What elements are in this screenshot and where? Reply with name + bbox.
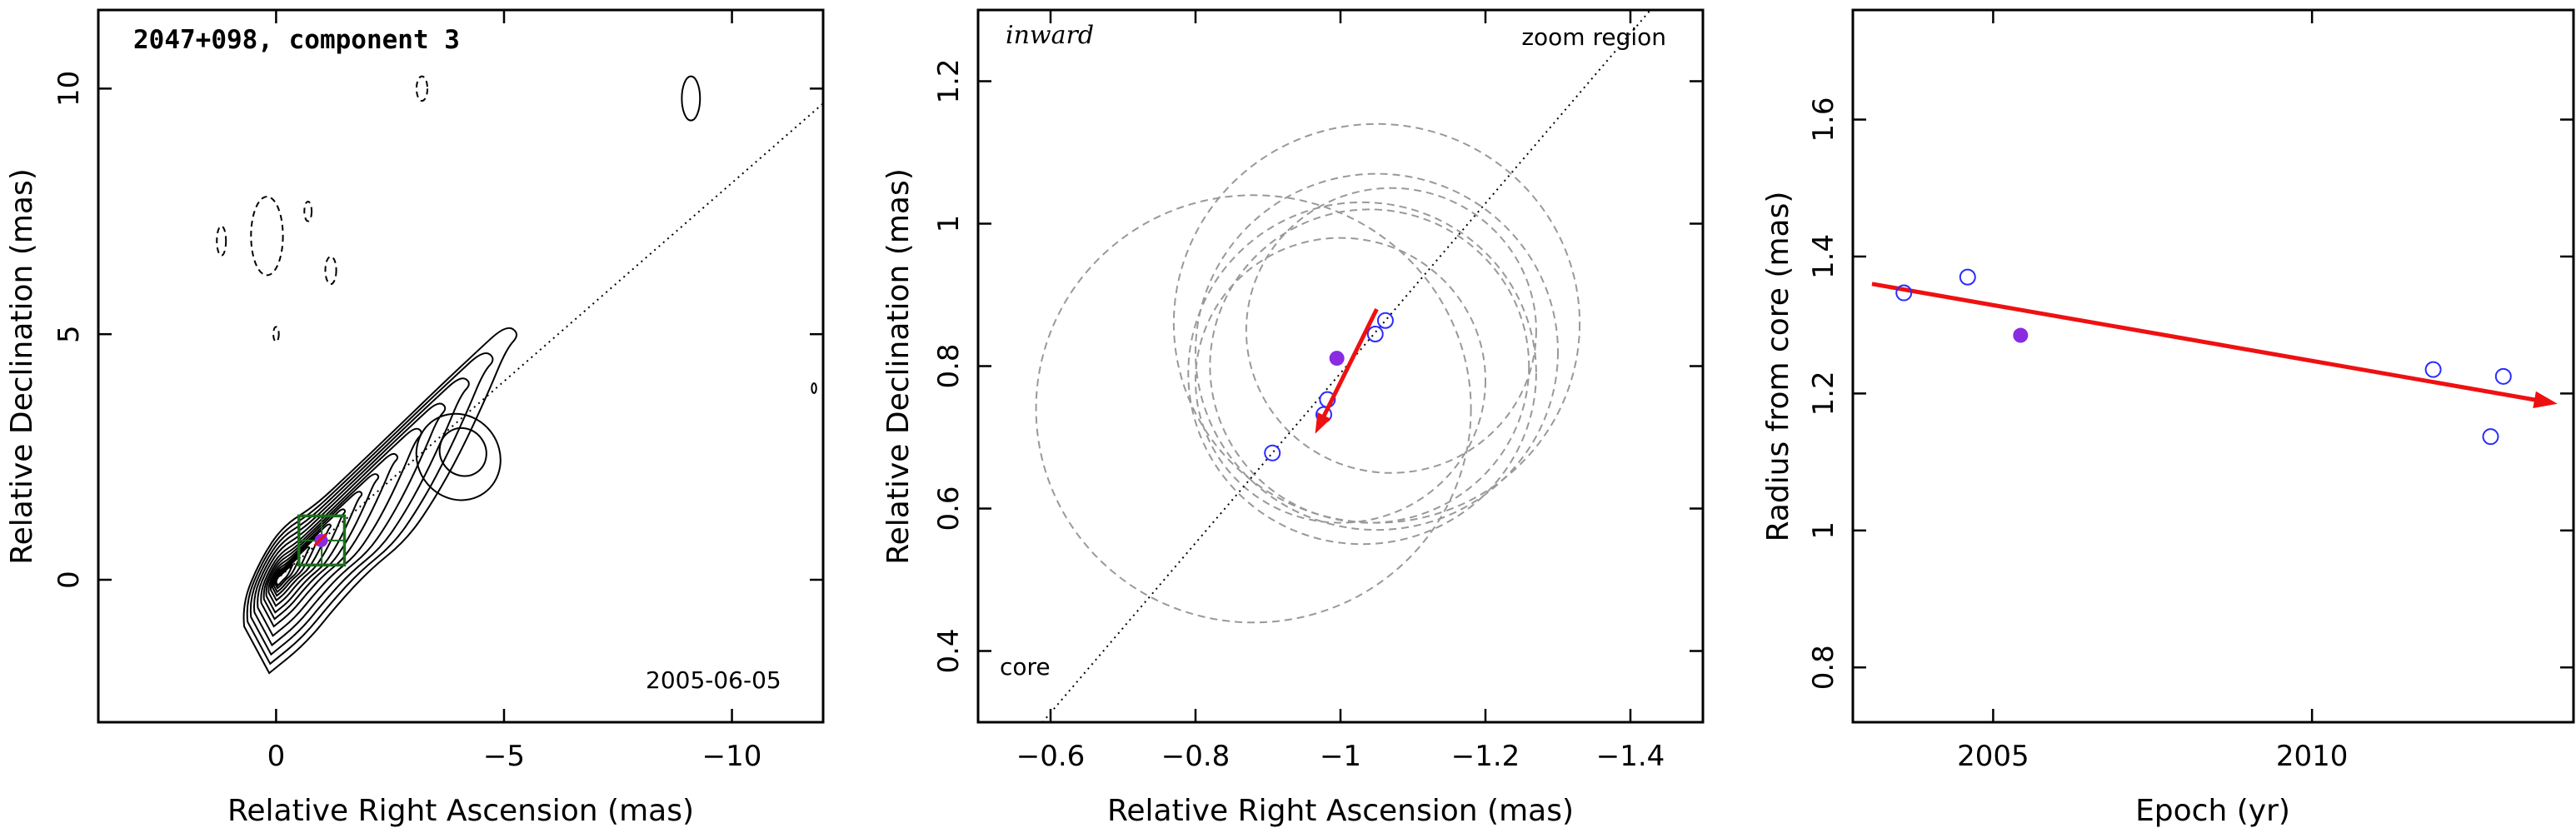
noise-contour	[415, 75, 429, 102]
p2-y-tick-label: 1.6	[1807, 97, 1840, 142]
p2-y-tick-label: 1.4	[1807, 234, 1840, 279]
panel-2-frame	[976, 8, 1705, 724]
beam-circle	[1245, 187, 1537, 474]
panel-1-x-axis-label: Relative Right Ascension (mas)	[227, 794, 694, 828]
epoch-point	[1959, 268, 1976, 286]
p1-x-tick-label: −1.4	[1596, 740, 1665, 773]
p1-x-tick-label: −1.2	[1451, 740, 1520, 773]
p0-x-tick-label: 0	[267, 740, 286, 773]
epoch-point	[2424, 361, 2442, 378]
p2-y-tick-label: 1	[1807, 521, 1840, 540]
contour-level-10	[269, 523, 332, 602]
jet-direction-line	[275, 102, 823, 581]
velocity-arrowhead	[1315, 412, 1331, 434]
p0-x-tick-label: −5	[483, 740, 525, 773]
p1-y-tick-label: 0.4	[932, 628, 966, 673]
noise-contour	[216, 225, 227, 257]
contour-level-14	[275, 563, 294, 587]
zoom-region-label: zoom region	[1521, 23, 1666, 51]
knot-contour-inner	[438, 426, 487, 477]
panel-1-title: 2047+098, component 3	[133, 25, 460, 55]
p2-x-tick-label: 2010	[2276, 740, 2349, 773]
p2-y-tick-label: 1.2	[1807, 371, 1840, 416]
epoch-point	[2494, 367, 2512, 385]
p1-x-tick-label: −0.8	[1161, 740, 1231, 773]
component-arrow	[313, 532, 327, 546]
p0-y-tick-label: 10	[52, 71, 86, 107]
p1-y-tick-label: 0.8	[932, 343, 966, 388]
p0-y-tick-label: 0	[52, 571, 86, 589]
beam-circle	[1035, 194, 1472, 624]
p1-x-tick-label: −1	[1320, 740, 1361, 773]
p1-x-tick-label: −0.6	[1016, 740, 1086, 773]
panel-radius-vs-epoch: 2005 2010 0.8 1 1.2 1.4 1.6 Epoch (yr) Radius …	[1761, 8, 2575, 828]
contour-level-1	[242, 327, 518, 675]
noise-contour	[681, 75, 701, 122]
panel-3-x-axis-label: Epoch (yr)	[2135, 794, 2290, 828]
p1-y-tick-label: 1	[932, 215, 966, 233]
p2-y-tick-label: 0.8	[1807, 645, 1840, 690]
beam-circle	[1209, 208, 1530, 524]
noise-contour	[324, 256, 337, 286]
p2-x-tick-label: 2005	[1957, 740, 2029, 773]
panel-3-ticks: 2005 2010 0.8 1 1.2 1.4 1.6	[1807, 10, 2574, 773]
core-direction-line	[1041, 10, 1652, 722]
epoch-point	[2482, 428, 2499, 446]
panel-2-x-axis-label: Relative Right Ascension (mas)	[1107, 794, 1574, 828]
knot-contour	[415, 412, 502, 501]
zoom-plot-area	[981, 10, 1652, 794]
inward-label: inward	[1006, 21, 1094, 50]
noise-contour	[303, 200, 313, 222]
p0-x-tick-label: −10	[702, 740, 762, 773]
panel-contour-map: 0 −5 −10 0 5 10 2047+098, component 3 2005-06…	[5, 8, 825, 828]
contour-level-3	[249, 377, 470, 656]
panel-3-frame	[1851, 8, 2575, 724]
core-direction-arrowhead	[981, 781, 993, 794]
beam-circle	[1195, 172, 1559, 531]
noise-contour	[811, 382, 817, 394]
panel-1-y-axis-label: Relative Declination (mas)	[5, 168, 39, 565]
panel-3-y-axis-label: Radius from core (mas)	[1761, 192, 1795, 542]
contour-level-12	[272, 546, 311, 594]
contour-level-9	[267, 508, 347, 607]
current-epoch-point	[2013, 327, 2029, 343]
panel-1-ticks: 0 −5 −10 0 5 10	[52, 10, 823, 773]
beam-circle	[1195, 237, 1486, 524]
contour-level-8	[265, 491, 363, 614]
panel-2-y-axis-label: Relative Declination (mas)	[881, 168, 916, 565]
panel-1-frame	[97, 8, 825, 724]
current-epoch-point	[1329, 351, 1345, 367]
panel-zoom-region: −0.6 −0.8 −1 −1.2 −1.4 0.4 0.6 0.8 1 1.2 inward z…	[881, 8, 1705, 828]
velocity-arrow	[1320, 307, 1379, 421]
p1-y-tick-label: 0.6	[932, 486, 966, 531]
noise-contour	[250, 196, 284, 277]
contour-plot-area	[216, 75, 823, 675]
p1-y-tick-label: 1.2	[932, 58, 966, 103]
radius-plot-area	[1871, 268, 2558, 446]
epoch-label: 2005-06-05	[646, 666, 781, 694]
core-label: core	[1000, 653, 1051, 681]
fit-arrowhead	[2533, 391, 2558, 408]
contour-level-4	[253, 402, 447, 646]
p0-y-tick-label: 5	[52, 325, 86, 343]
epoch-point	[1264, 444, 1281, 461]
epoch-point	[1895, 284, 1913, 302]
fit-line	[1871, 282, 2542, 403]
contour-level-6	[260, 452, 399, 628]
beam-circle	[1187, 201, 1537, 546]
noise-contour	[272, 326, 280, 343]
epoch-point	[1366, 326, 1384, 343]
epoch-point	[1376, 312, 1394, 329]
contour-level-7	[262, 473, 380, 621]
panel-2-ticks: −0.6 −0.8 −1 −1.2 −1.4 0.4 0.6 0.8 1 1.2	[932, 10, 1703, 773]
